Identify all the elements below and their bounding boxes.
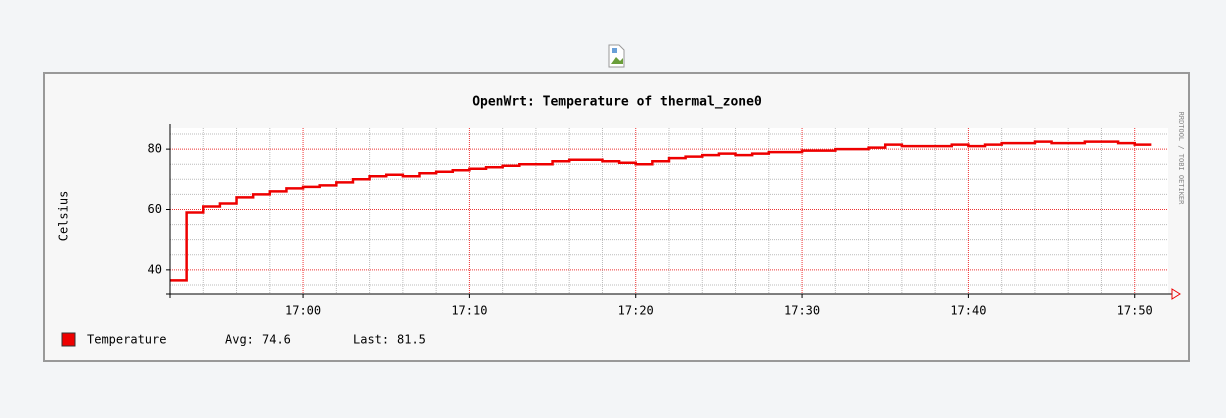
legend-stat-value: 74.6	[262, 333, 291, 347]
legend-stat-label: Avg:	[225, 333, 254, 347]
grid	[170, 128, 1168, 294]
y-tick-label: 40	[148, 262, 162, 276]
y-tick-label: 60	[148, 202, 162, 216]
x-tick-label: 17:10	[451, 304, 487, 318]
legend-stat-label: Last:	[353, 333, 389, 347]
legend-stat-value: 81.5	[397, 333, 426, 347]
x-tick-label: 17:30	[784, 304, 820, 318]
line	[170, 140, 1152, 282]
x-tick-label: 17:20	[618, 304, 654, 318]
axis-arrow	[1171, 288, 1181, 300]
legend-swatch	[61, 332, 76, 347]
broken-image-icon	[608, 44, 625, 68]
side-label: RRDTOOL / TOBI OETIKER	[1177, 112, 1185, 206]
y-tick-label: 80	[148, 142, 162, 156]
x-tick-label: 17:50	[1117, 304, 1153, 318]
x-tick-label: 17:40	[950, 304, 986, 318]
chart-title: OpenWrt: Temperature of thermal_zone0	[472, 95, 762, 110]
y-axis-label: Celsius	[57, 191, 71, 242]
marks	[170, 140, 1152, 282]
x-tick-label: 17:00	[285, 304, 321, 318]
legend-label: Temperature	[87, 333, 166, 347]
